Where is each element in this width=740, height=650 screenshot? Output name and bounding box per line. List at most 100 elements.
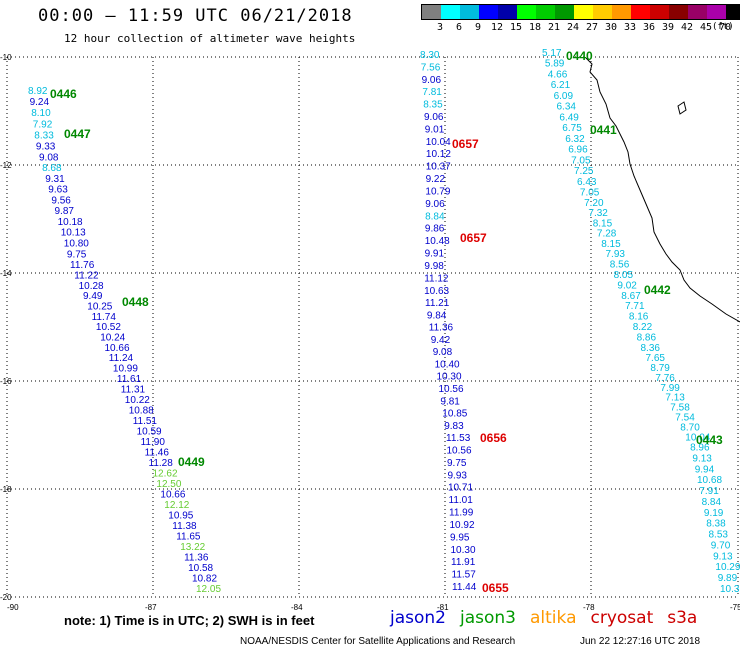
wave-height-value: 11.38 xyxy=(172,521,197,532)
wave-height-value: 7.32 xyxy=(588,208,608,219)
legend-tick-label: 42 xyxy=(680,22,694,33)
wave-height-value: 6.49 xyxy=(559,112,579,123)
wave-height-value: 9.56 xyxy=(51,195,71,206)
wave-height-value: 8.92 xyxy=(28,86,48,97)
map-title: 00:00 – 11:59 UTC 06/21/2018 xyxy=(38,6,353,26)
wave-height-value: 7.93 xyxy=(606,249,626,260)
wave-height-value: 10.18 xyxy=(58,217,83,228)
wave-height-value: 9.83 xyxy=(444,421,464,432)
wave-height-value: 11.91 xyxy=(451,557,476,568)
wave-height-value: 10.79 xyxy=(425,186,450,197)
wave-height-value: 9.33 xyxy=(36,142,56,153)
wave-height-value: 12.05 xyxy=(196,584,221,595)
wave-height-value: 10.92 xyxy=(450,520,475,531)
wave-height-value: 9.01 xyxy=(425,124,445,135)
wave-height-value: 8.05 xyxy=(614,270,634,281)
wave-height-value: 9.06 xyxy=(424,112,444,123)
wave-height-value: 5.89 xyxy=(545,59,565,70)
legend-swatch xyxy=(688,5,707,19)
pass-time-label: 0447 xyxy=(64,127,91,141)
legend-swatch xyxy=(650,5,669,19)
wave-height-value: 11.36 xyxy=(429,323,454,334)
wave-height-value: 9.06 xyxy=(425,199,445,210)
latitude-label: -14 xyxy=(0,269,12,278)
wave-height-value: 9.89 xyxy=(718,573,738,584)
wave-height-value: 9.08 xyxy=(433,347,453,358)
longitude-label: -84 xyxy=(291,603,303,612)
credit-text: NOAA/NESDIS Center for Satellite Applica… xyxy=(240,636,516,647)
wave-height-value: 7.65 xyxy=(646,353,666,364)
wave-height-value: 9.02 xyxy=(617,280,637,291)
wave-height-value: 7.81 xyxy=(422,87,442,98)
wave-height-value: 10.29 xyxy=(715,562,740,573)
wave-height-value: 7.99 xyxy=(660,383,680,394)
wave-height-value: 10.37 xyxy=(426,162,451,173)
wave-height-value: 11.36 xyxy=(184,553,209,564)
wave-height-value: 10.28 xyxy=(79,281,104,292)
legend-tick-label: 24 xyxy=(566,22,580,33)
legend-tick-label: 39 xyxy=(661,22,675,33)
wave-height-value: 8.35 xyxy=(423,100,443,111)
legend-tick-label: 27 xyxy=(585,22,599,33)
wave-height-value: 9.95 xyxy=(450,532,470,543)
wave-height-value: 10.95 xyxy=(168,511,193,522)
wave-height-value: 10.52 xyxy=(96,322,121,333)
wave-height-value: 11.74 xyxy=(92,312,117,323)
wave-height-value: 6.96 xyxy=(568,145,588,156)
pass-time-label: 0443 xyxy=(696,433,723,447)
legend-swatch xyxy=(631,5,650,19)
legend-swatch xyxy=(612,5,631,19)
legend-swatch xyxy=(574,5,593,19)
legend-tick-label: 3 xyxy=(436,22,444,33)
legend-swatch xyxy=(479,5,498,19)
wave-height-value: 8.70 xyxy=(680,423,700,434)
wave-height-value: 8.38 xyxy=(706,519,726,530)
wave-height-value: 8.56 xyxy=(610,260,630,271)
wave-height-value: 11.24 xyxy=(109,353,134,364)
wave-height-value: 8.15 xyxy=(601,239,621,250)
pass-time-label: 0446 xyxy=(50,87,77,101)
wave-height-value: 11.90 xyxy=(141,437,166,448)
satellite-legend-item: cryosat xyxy=(590,608,654,628)
wave-height-value: 9.19 xyxy=(704,508,724,519)
wave-height-value: 9.49 xyxy=(83,291,103,302)
wave-height-value: 9.06 xyxy=(422,75,442,86)
wave-height-value: 8.86 xyxy=(637,333,657,344)
wave-height-value: 8.67 xyxy=(621,291,641,302)
wave-height-value: 11.99 xyxy=(449,508,474,519)
color-scale-unit: (ft) xyxy=(712,22,734,32)
legend-tick-label: 21 xyxy=(547,22,561,33)
wave-height-value: 10.99 xyxy=(113,364,138,375)
satellite-legend-item: altika xyxy=(530,608,577,628)
wave-height-value: 9.22 xyxy=(426,174,446,185)
wave-height-value: 6.09 xyxy=(554,91,574,102)
pass-time-label: 0448 xyxy=(122,295,149,309)
satellite-legend-item: jason3 xyxy=(460,608,516,628)
wave-height-value: 9.94 xyxy=(695,464,715,475)
wave-height-value: 8.33 xyxy=(34,130,54,141)
wave-height-value: 10.82 xyxy=(192,574,217,585)
longitude-label: -78 xyxy=(583,603,595,612)
pass-time-label: 0449 xyxy=(178,455,205,469)
legend-tick-label: 70 xyxy=(718,22,732,33)
wave-height-value: 10.30 xyxy=(437,372,462,383)
wave-height-value: 8.15 xyxy=(593,218,613,229)
longitude-label: -87 xyxy=(145,603,157,612)
wave-height-value: 7.76 xyxy=(655,373,675,384)
longitude-label: -81 xyxy=(437,603,449,612)
wave-height-value: 9.81 xyxy=(440,396,460,407)
coastline xyxy=(585,57,740,323)
legend-swatch xyxy=(593,5,612,19)
legend-tick-label: 33 xyxy=(623,22,637,33)
pass-time-label: 0657 xyxy=(460,231,487,245)
wave-height-value: 8.22 xyxy=(633,322,653,333)
pass-time-label: 0440 xyxy=(566,49,593,63)
latitude-label: -12 xyxy=(0,161,12,170)
legend-swatch xyxy=(707,5,726,19)
wave-height-value: 8.36 xyxy=(641,343,661,354)
wave-height-value: 9.13 xyxy=(713,551,733,562)
wave-height-value: 9.84 xyxy=(427,310,447,321)
wave-height-value: 10.85 xyxy=(442,409,467,420)
wave-height-value: 8.30 xyxy=(420,50,440,61)
wave-height-value: 7.71 xyxy=(625,301,645,312)
